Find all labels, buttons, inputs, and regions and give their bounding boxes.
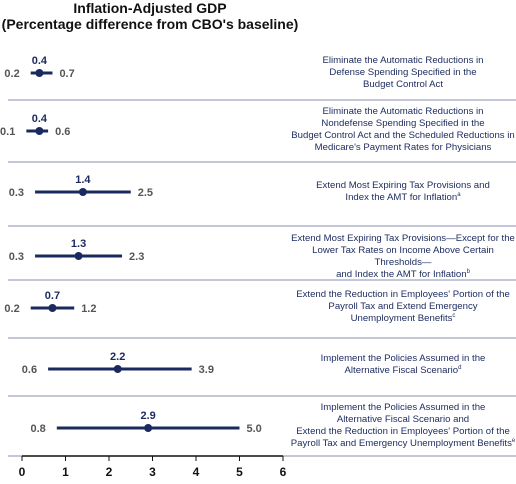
low-estimate-label: 0.8 bbox=[31, 423, 46, 435]
policy-label-line: and Index the AMT for Inflationb bbox=[290, 269, 516, 281]
policy-label-line: Payroll Tax and Emergency Unemployment B… bbox=[290, 438, 516, 450]
policy-label-text: Payroll Tax and Emergency Unemployment B… bbox=[290, 438, 512, 449]
policy-label: Extend Most Expiring Tax Provisions—Exce… bbox=[290, 233, 516, 281]
chart-title-block: Inflation-Adjusted GDP (Percentage diffe… bbox=[0, 0, 300, 32]
central-estimate-label: 0.4 bbox=[32, 55, 48, 67]
policy-label-line: Medicare's Payment Rates for Physicians bbox=[290, 142, 516, 154]
policy-label-line: Defense Spending Specified in the bbox=[290, 67, 516, 79]
central-estimate-point bbox=[74, 252, 83, 260]
footnote-marker: d bbox=[458, 364, 462, 371]
low-estimate-label: 0.3 bbox=[9, 187, 24, 199]
policy-label-text: Budget Control Act bbox=[363, 79, 443, 90]
x-tick-label: 6 bbox=[280, 465, 287, 479]
x-tick-label: 4 bbox=[193, 465, 200, 479]
policy-label: Extend the Reduction in Employees' Porti… bbox=[290, 289, 516, 325]
low-estimate-label: 0.3 bbox=[9, 251, 24, 263]
central-estimate-label: 0.4 bbox=[32, 113, 48, 125]
high-estimate-label: 0.6 bbox=[55, 126, 70, 138]
policy-label-text: and Index the AMT for Inflation bbox=[336, 269, 467, 280]
low-estimate-label: 0.6 bbox=[22, 364, 37, 376]
high-estimate-label: 2.5 bbox=[138, 187, 153, 199]
policy-label-text: Unemployment Benefits bbox=[350, 313, 453, 324]
policy-label-text: Medicare's Payment Rates for Physicians bbox=[314, 142, 492, 153]
policy-label-line: Index the AMT for Inflationa bbox=[290, 192, 516, 204]
x-tick-label: 3 bbox=[149, 465, 156, 479]
policy-label-text: Implement the Policies Assumed in the bbox=[320, 402, 486, 413]
policy-label-line: Implement the Policies Assumed in the bbox=[290, 353, 516, 365]
policy-label: Extend Most Expiring Tax Provisions and I… bbox=[290, 180, 516, 204]
policy-label-text: Index the AMT for Inflation bbox=[345, 192, 458, 203]
policy-label: Implement the Policies Assumed in the Alt… bbox=[290, 353, 516, 377]
policy-label-line: Unemployment Benefitsc bbox=[290, 313, 516, 325]
central-estimate-label: 2.2 bbox=[110, 351, 125, 363]
policy-label: Eliminate the Automatic Reductions in Def… bbox=[290, 55, 516, 91]
central-estimate-point bbox=[113, 365, 122, 373]
central-estimate-label: 1.4 bbox=[75, 174, 91, 186]
x-tick-label: 2 bbox=[106, 465, 113, 479]
central-estimate-point bbox=[144, 424, 153, 432]
policy-label-text: Implement the Policies Assumed in the bbox=[320, 353, 486, 364]
policy-label-text: Eliminate the Automatic Reductions in bbox=[322, 55, 484, 66]
policy-label-line: Extend the Reduction in Employees' Porti… bbox=[290, 426, 516, 438]
policy-label-line: Extend the Reduction in Employees' Porti… bbox=[290, 289, 516, 301]
high-estimate-label: 3.9 bbox=[199, 364, 214, 376]
low-estimate-label: 0.1 bbox=[0, 126, 15, 138]
policy-label-line: Alternative Fiscal Scenariod bbox=[290, 365, 516, 377]
footnote-marker: b bbox=[466, 268, 470, 275]
central-estimate-label: 2.9 bbox=[141, 410, 156, 422]
policy-label-line: Budget Control Act and the Scheduled Red… bbox=[290, 130, 516, 142]
policy-label-text: Budget Control Act and the Scheduled Red… bbox=[291, 130, 515, 141]
footnote-marker: e bbox=[511, 437, 516, 444]
policy-label-line: Lower Tax Rates on Income Above Certain … bbox=[290, 245, 516, 269]
policy-label-line: Payroll Tax and Extend Emergency bbox=[290, 301, 516, 313]
high-estimate-label: 1.2 bbox=[81, 303, 96, 315]
high-estimate-label: 0.7 bbox=[59, 68, 74, 80]
policy-label-text: Payroll Tax and Extend Emergency bbox=[328, 301, 478, 312]
policy-label-text: Eliminate the Automatic Reductions in bbox=[322, 106, 484, 117]
x-tick-label: 1 bbox=[62, 465, 69, 479]
footnote-marker: c bbox=[452, 312, 456, 319]
policy-label-line: Eliminate the Automatic Reductions in bbox=[290, 55, 516, 67]
chart-title: Inflation-Adjusted GDP bbox=[73, 0, 227, 16]
policy-label-text: Defense Spending Specified in the bbox=[329, 67, 477, 78]
central-estimate-label: 0.7 bbox=[45, 290, 60, 302]
policy-label-line: Extend Most Expiring Tax Provisions and bbox=[290, 180, 516, 192]
policy-label-line: Alternative Fiscal Scenario and bbox=[290, 414, 516, 426]
policy-label-text: Extend the Reduction in Employees' Porti… bbox=[296, 289, 510, 300]
policy-label-text: Extend Most Expiring Tax Provisions and bbox=[316, 180, 490, 191]
policy-label-text: Lower Tax Rates on Income Above Certain … bbox=[312, 245, 494, 268]
policy-label-line: Eliminate the Automatic Reductions in bbox=[290, 106, 516, 118]
policy-label-text: Nondefense Spending Specified in the bbox=[321, 118, 485, 129]
policy-label-line: Nondefense Spending Specified in the bbox=[290, 118, 516, 130]
central-estimate-point bbox=[35, 69, 44, 77]
low-estimate-label: 0.2 bbox=[4, 68, 19, 80]
policy-label: Eliminate the Automatic Reductions in Non… bbox=[290, 106, 516, 154]
policy-label-line: Budget Control Act bbox=[290, 79, 516, 91]
central-estimate-label: 1.3 bbox=[71, 238, 86, 250]
policy-label-line: Extend Most Expiring Tax Provisions—Exce… bbox=[290, 233, 516, 245]
high-estimate-label: 5.0 bbox=[247, 423, 262, 435]
chart-subtitle: (Percentage difference from CBO's baseli… bbox=[1, 16, 299, 32]
policy-label-text: Alternative Fiscal Scenario bbox=[344, 365, 459, 376]
central-estimate-point bbox=[48, 304, 57, 312]
policy-label: Implement the Policies Assumed in the Alt… bbox=[290, 402, 516, 450]
policy-label-text: Extend Most Expiring Tax Provisions—Exce… bbox=[291, 233, 515, 244]
policy-label-text: Extend the Reduction in Employees' Porti… bbox=[296, 426, 510, 437]
policy-label-text: Alternative Fiscal Scenario and bbox=[336, 414, 470, 425]
x-tick-label: 5 bbox=[236, 465, 243, 479]
central-estimate-point bbox=[35, 127, 44, 135]
policy-label-line: Implement the Policies Assumed in the bbox=[290, 402, 516, 414]
footnote-marker: a bbox=[457, 191, 461, 198]
low-estimate-label: 0.2 bbox=[4, 303, 19, 315]
high-estimate-label: 2.3 bbox=[129, 251, 144, 263]
central-estimate-point bbox=[78, 188, 87, 196]
x-tick-label: 0 bbox=[19, 465, 26, 479]
